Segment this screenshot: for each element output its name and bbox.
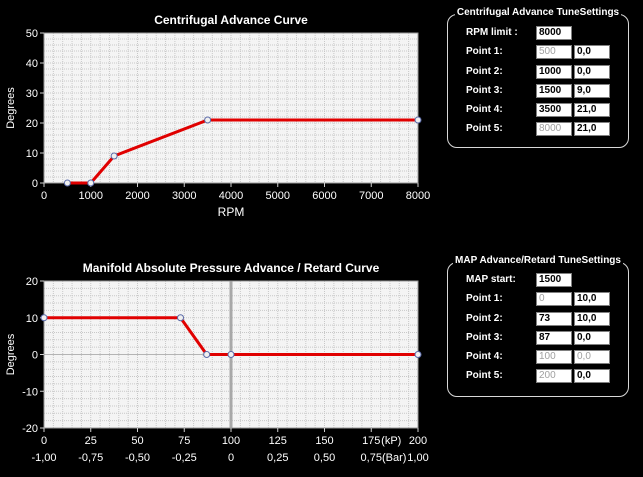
centrifugal-point-3-rpm[interactable]: 1500 [536,84,572,98]
centrifugal-point-4-rpm[interactable]: 3500 [536,103,572,117]
map-chart-x-tick-label: 175 [362,435,380,447]
map-start-input[interactable]: 1500 [536,273,572,287]
centrifugal-point-3-label: Point 3: [466,85,503,96]
map-point-2-label: Point 2: [466,313,503,324]
map-point-4-kpa: 100 [536,350,572,364]
map-chart-data-point [40,314,48,322]
map-chart-title: Manifold Absolute Pressure Advance / Ret… [83,261,380,275]
centrifugal-point-2-label: Point 2: [466,66,503,77]
map-chart-secondary-tick-label: -1,00 [31,452,56,464]
centrifugal-chart-y-tick-label: 20 [26,118,38,130]
rpm-limit-label: RPM limit : [466,27,518,38]
centrifugal-chart-data-point [204,116,212,124]
centrifugal-chart-y-tick-label: 30 [26,88,38,100]
centrifugal-chart-x-tick-label: 1000 [79,190,103,202]
map-chart-y-axis-label: Degrees [5,333,17,375]
map-chart-x-unit-label: (kP) [381,435,401,447]
centrifugal-point-2-rpm[interactable]: 1000 [536,65,572,79]
centrifugal-chart-x-axis-label: RPM [218,205,245,219]
centrifugal-point-1-rpm: 500 [536,45,572,59]
centrifugal-chart-x-tick-label: 7000 [359,190,383,202]
map-chart-secondary-tick-label: -0,25 [172,452,197,464]
centrifugal-chart-data-point [110,152,118,160]
map-chart-secondary-tick-label: 0,75 [361,452,382,464]
centrifugal-point-5-rpm: 8000 [536,122,572,136]
map-chart-x-tick-label: 75 [178,435,190,447]
map-point-3-deg[interactable]: 0,0 [574,331,610,345]
map-chart-secondary-tick-label: 1,00 [407,452,428,464]
map-chart-data-point [203,351,211,358]
centrifugal-chart-x-tick-label: 4000 [219,190,243,202]
map-chart-secondary-tick-label: -0,50 [125,452,150,464]
map-advance-chart: -20-10010200-1,0025-0,7550-0,5075-0,2510… [5,261,429,464]
map-chart-y-tick-label: 20 [26,276,38,288]
rpm-limit-input[interactable]: 8000 [536,26,572,40]
map-chart-secondary-tick-label: 0 [228,452,234,464]
map-point-2-kpa[interactable]: 73 [536,312,572,326]
map-point-1-kpa: 0 [536,292,572,306]
map-chart-x-tick-label: 150 [315,435,333,447]
map-chart-secondary-tick-label: 0,50 [314,452,335,464]
map-chart-data-point [227,351,235,358]
centrifugal-chart-title: Centrifugal Advance Curve [154,13,308,27]
map-point-4-deg: 0,0 [574,350,610,364]
centrifugal-point-2-deg[interactable]: 0,0 [574,65,610,79]
map-chart-secondary-tick-label: -0,75 [78,452,103,464]
map-start-label: MAP start: [466,274,516,285]
map-chart-y-tick-label: 10 [26,313,38,325]
map-settings-panel: MAP Advance/Retard TuneSettings MAP star… [447,255,629,397]
map-chart-secondary-tick-label: 0,25 [267,452,288,464]
centrifugal-settings-panel: Centrifugal Advance TuneSettings RPM lim… [447,7,629,148]
centrifugal-point-4-deg[interactable]: 21,0 [574,103,610,117]
map-point-5-kpa: 200 [536,369,572,383]
map-settings-title: MAP Advance/Retard TuneSettings [453,255,623,266]
centrifugal-settings-title: Centrifugal Advance TuneSettings [454,7,622,18]
map-point-5-deg[interactable]: 0,0 [574,369,610,383]
map-chart-data-point [414,351,422,358]
map-chart-x-tick-label: 25 [85,435,97,447]
map-point-2-deg[interactable]: 10,0 [574,312,610,326]
centrifugal-point-5-deg[interactable]: 21,0 [574,122,610,136]
map-point-3-label: Point 3: [466,332,503,343]
centrifugal-chart-y-tick-label: 0 [32,178,38,190]
centrifugal-chart-y-tick-label: 10 [26,148,38,160]
centrifugal-chart-data-point [63,179,71,187]
centrifugal-chart-y-axis-label: Degrees [5,87,17,129]
map-point-3-kpa[interactable]: 87 [536,331,572,345]
centrifugal-chart-data-point [414,116,422,124]
centrifugal-point-4-label: Point 4: [466,104,503,115]
map-point-1-label: Point 1: [466,293,503,304]
centrifugal-chart-x-tick-label: 5000 [266,190,290,202]
map-point-1-deg[interactable]: 10,0 [574,292,610,306]
map-chart-y-tick-label: 0 [32,350,38,362]
centrifugal-chart-x-tick-label: 8000 [406,190,430,202]
centrifugal-chart-y-tick-label: 40 [26,58,38,70]
centrifugal-point-1-deg[interactable]: 0,0 [574,45,610,59]
centrifugal-chart-y-tick-label: 50 [26,28,38,40]
map-chart-y-tick-label: -10 [22,386,38,398]
centrifugal-advance-chart: 0 10 20 30 40 50 0 1000 2000 3000 4000 5000 6000 7000… [5,13,430,219]
centrifugal-chart-x-tick-label: 3000 [172,190,196,202]
centrifugal-chart-x-tick-label: 6000 [312,190,336,202]
map-point-5-label: Point 5: [466,370,503,381]
map-chart-x-tick-label: 200 [409,435,427,447]
map-chart-y-tick-label: -20 [22,423,38,435]
map-chart-x-tick-label: 0 [41,435,47,447]
map-chart-x-tick-label: 125 [269,435,287,447]
map-chart-x-tick-label: 50 [131,435,143,447]
map-chart-secondary-unit-label: (Bar) [382,452,406,464]
centrifugal-chart-x-tick-label: 2000 [125,190,149,202]
centrifugal-point-1-label: Point 1: [466,46,503,57]
centrifugal-point-5-label: Point 5: [466,123,503,134]
centrifugal-chart-x-tick-label: 0 [41,190,47,202]
map-chart-x-tick-label: 100 [222,435,240,447]
centrifugal-point-3-deg[interactable]: 9,0 [574,84,610,98]
map-chart-data-point [177,314,185,322]
map-point-4-label: Point 4: [466,351,503,362]
centrifugal-chart-data-point [87,179,95,187]
